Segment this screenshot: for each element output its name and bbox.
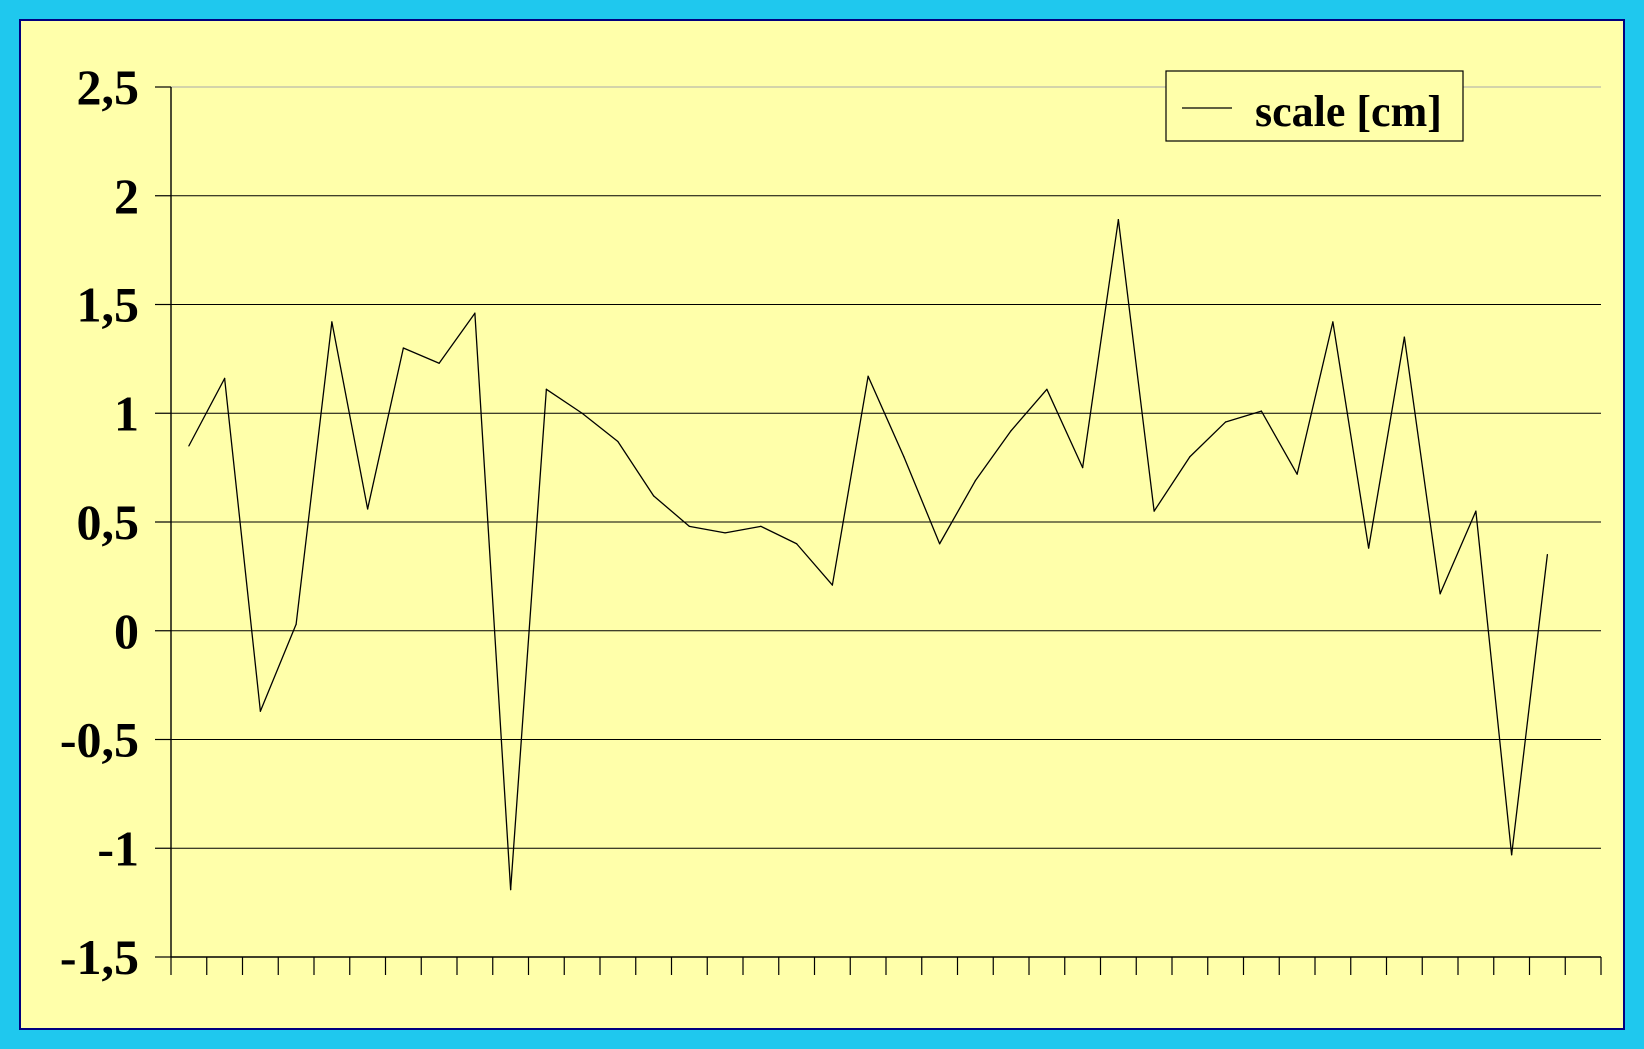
series-segment	[188, 377, 226, 447]
plot-area-background	[19, 19, 1625, 1030]
series-segment	[1439, 510, 1477, 595]
series-segment	[1081, 219, 1120, 469]
series-segment	[1046, 388, 1084, 469]
series-segment	[1296, 321, 1334, 475]
y-tick-label: 1	[114, 385, 139, 441]
series-segment	[509, 388, 548, 891]
y-tick-label: -1	[97, 820, 139, 876]
series-segment	[688, 525, 726, 534]
y-tick-label: 2,5	[77, 59, 140, 115]
series-segment	[474, 312, 512, 891]
y-tick-label: 0	[114, 603, 139, 659]
series-segment	[795, 543, 834, 586]
series-segment	[938, 480, 977, 545]
legend: scale [cm]	[1165, 70, 1464, 142]
series-segment	[1153, 456, 1191, 512]
series-segment	[760, 525, 798, 545]
series-segment	[974, 429, 1012, 482]
series-segment	[295, 321, 333, 625]
series-segment	[402, 347, 440, 364]
series-segment	[724, 525, 762, 534]
series-segment	[1260, 410, 1298, 475]
series-segment	[1224, 410, 1263, 423]
axes	[155, 86, 1602, 975]
series-segment	[1010, 388, 1048, 432]
series-segment	[331, 321, 369, 510]
series-segment	[259, 623, 297, 712]
series-segment	[366, 347, 405, 510]
y-tick-label: 0,5	[77, 494, 140, 550]
y-tick-labels: 2,5 2 1,5 1 0,5 0 -0,5 -1 -1,5	[60, 59, 139, 985]
series-layer	[188, 219, 1549, 891]
series-segment	[617, 440, 655, 497]
series-segment	[438, 312, 476, 364]
series-segment	[1332, 321, 1370, 549]
series-segment	[581, 412, 619, 443]
series-segment	[831, 375, 869, 586]
series-segment	[223, 377, 262, 712]
legend-label-scale-cm: scale [cm]	[1255, 87, 1442, 136]
legend-box	[1165, 70, 1464, 142]
series-segment	[1117, 219, 1155, 512]
series-segment	[652, 495, 691, 527]
y-tick-label: -0,5	[60, 712, 139, 768]
series-segment	[1510, 553, 1549, 856]
series-segment	[1189, 421, 1227, 458]
y-tick-label: 1,5	[77, 277, 140, 333]
series-segment	[545, 388, 583, 414]
y-tick-label: -1,5	[60, 929, 139, 985]
series-segment	[867, 375, 905, 458]
series-segment	[1367, 336, 1406, 549]
series-segment	[1403, 336, 1441, 595]
y-tick-label: 2	[114, 168, 139, 224]
gridlines	[171, 86, 1601, 849]
series-segment	[1475, 510, 1513, 856]
series-segment	[903, 456, 941, 545]
